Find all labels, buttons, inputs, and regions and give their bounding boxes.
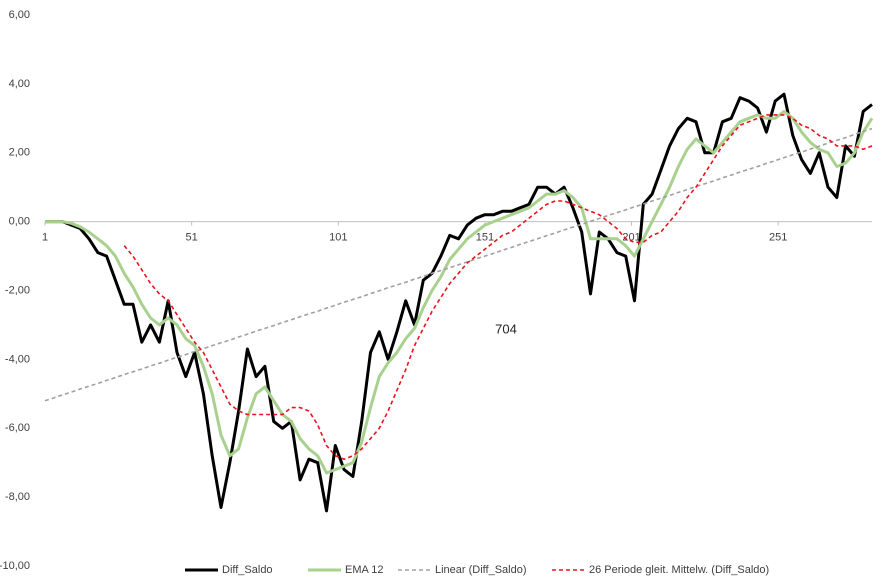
y-tick-label: 0,00 <box>9 216 30 228</box>
legend-label: 26 Periode gleit. Mittelw. (Diff_Saldo) <box>589 564 769 576</box>
y-tick-label: -2,00 <box>5 284 30 296</box>
series-line <box>44 127 873 402</box>
legend-label: EMA 12 <box>345 564 384 576</box>
y-tick-label: -6,00 <box>5 422 30 434</box>
y-tick-label: 4,00 <box>9 78 30 90</box>
series-line <box>123 114 873 460</box>
series-line <box>45 92 873 513</box>
y-tick-label: -8,00 <box>5 491 30 503</box>
legend-label: Linear (Diff_Saldo) <box>435 564 527 576</box>
annotation: 704 <box>495 321 517 336</box>
x-tick-label: 201 <box>622 232 640 244</box>
y-tick-label: -10,00 <box>0 560 30 572</box>
legend-label: Diff_Saldo <box>222 564 273 576</box>
x-tick-label: 101 <box>329 232 347 244</box>
y-tick-label: -4,00 <box>5 353 30 365</box>
x-tick-label: 51 <box>186 232 198 244</box>
x-tick-label: 151 <box>476 232 494 244</box>
x-tick-label: 251 <box>769 232 787 244</box>
x-tick-label: 1 <box>42 232 48 244</box>
y-tick-label: 6,00 <box>9 9 30 21</box>
series-line <box>45 109 874 475</box>
y-tick-label: 2,00 <box>9 147 30 159</box>
